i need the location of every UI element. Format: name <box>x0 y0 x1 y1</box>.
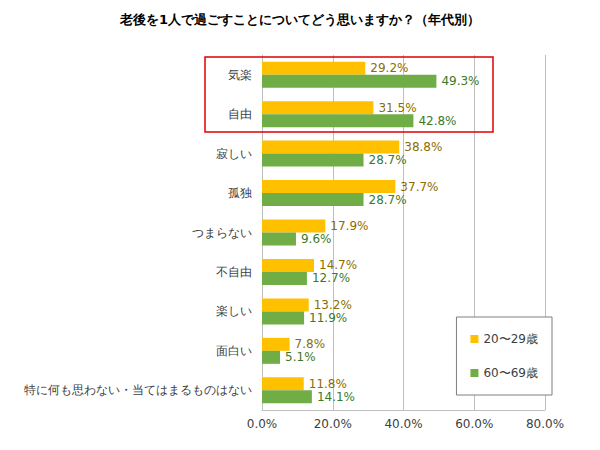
svg-text:14.1%: 14.1% <box>317 390 355 404</box>
svg-text:29.2%: 29.2% <box>370 61 408 75</box>
svg-text:17.9%: 17.9% <box>330 219 368 233</box>
svg-text:28.7%: 28.7% <box>369 153 407 167</box>
svg-text:38.8%: 38.8% <box>404 140 442 154</box>
svg-text:孤独: 孤独 <box>228 186 252 200</box>
svg-text:老後を1人で過ごすことについてどう思いますか？（年代別）: 老後を1人で過ごすことについてどう思いますか？（年代別） <box>119 12 480 27</box>
svg-text:14.7%: 14.7% <box>319 258 357 272</box>
svg-text:60〜69歳: 60〜69歳 <box>483 366 538 380</box>
svg-text:13.2%: 13.2% <box>314 298 352 312</box>
svg-text:7.8%: 7.8% <box>295 337 326 351</box>
svg-text:特に何も思わない・当てはまるものはない: 特に何も思わない・当てはまるものはない <box>24 383 252 397</box>
svg-text:自由: 自由 <box>228 107 252 121</box>
svg-text:寂しい: 寂しい <box>216 147 252 161</box>
svg-text:31.5%: 31.5% <box>378 101 416 115</box>
svg-text:20.0%: 20.0% <box>314 417 352 431</box>
svg-text:5.1%: 5.1% <box>285 350 316 364</box>
svg-text:不自由: 不自由 <box>216 265 252 279</box>
svg-text:37.7%: 37.7% <box>400 180 438 194</box>
svg-text:9.6%: 9.6% <box>301 232 332 246</box>
svg-text:40.0%: 40.0% <box>384 417 422 431</box>
svg-text:80.0%: 80.0% <box>526 417 564 431</box>
svg-text:42.8%: 42.8% <box>418 114 456 128</box>
svg-text:11.8%: 11.8% <box>309 377 347 391</box>
svg-text:つまらない: つまらない <box>192 226 252 240</box>
svg-text:12.7%: 12.7% <box>312 271 350 285</box>
svg-text:11.9%: 11.9% <box>309 311 347 325</box>
svg-text:60.0%: 60.0% <box>455 417 493 431</box>
svg-text:49.3%: 49.3% <box>441 74 479 88</box>
svg-text:面白い: 面白い <box>216 344 252 358</box>
svg-text:楽しい: 楽しい <box>216 304 252 318</box>
svg-text:0.0%: 0.0% <box>247 417 278 431</box>
svg-text:28.7%: 28.7% <box>369 193 407 207</box>
svg-text:気楽: 気楽 <box>228 68 252 82</box>
svg-text:20〜29歳: 20〜29歳 <box>483 332 538 346</box>
